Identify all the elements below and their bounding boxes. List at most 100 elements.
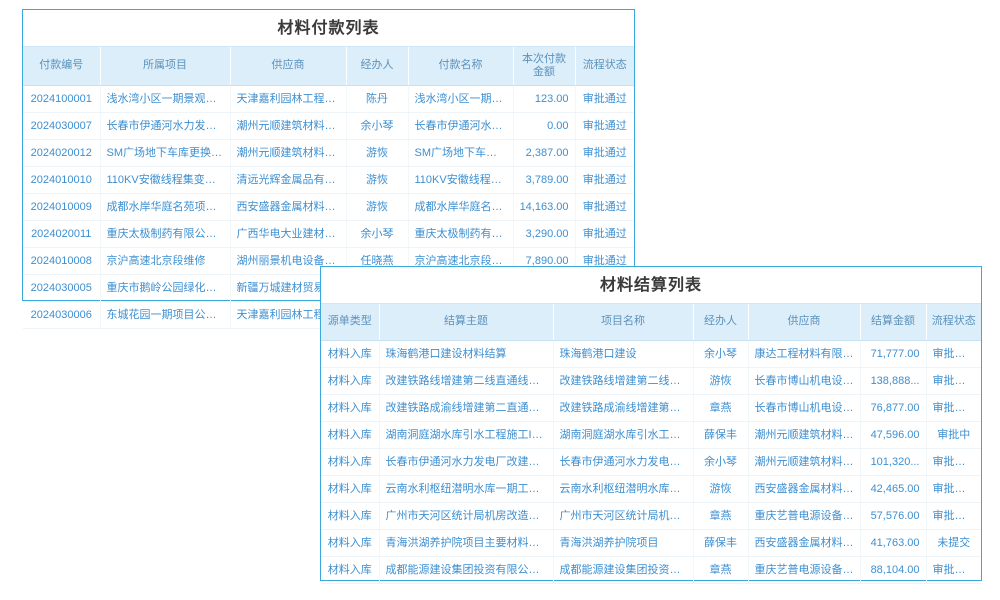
settlement-cell-subject[interactable]: 云南水利枢纽潜明水库一期工程施...: [379, 475, 554, 503]
payment-col-status[interactable]: 流程状态: [575, 47, 634, 86]
table-row[interactable]: 材料入库 广州市天河区统计局机房改造项目... 广州市天河区统计局机房... 章燕 重庆…: [321, 502, 981, 530]
payment-cell-agent: 余小琴: [346, 220, 409, 248]
settlement-cell-subject[interactable]: 成都能源建设集团投资有限公司临...: [379, 556, 554, 584]
settlement-table: 源单类型 结算主题 项目名称 经办人 供应商 结算金额 流程状态 材料入库 珠海鹤…: [321, 304, 981, 584]
settlement-col-source[interactable]: 源单类型: [321, 304, 380, 341]
payment-cell-project[interactable]: 重庆市鹅岭公园绿化景...: [100, 274, 231, 302]
payment-cell-code[interactable]: 2024100001: [23, 85, 101, 113]
settlement-table-header: 源单类型 结算主题 项目名称 经办人 供应商 结算金额 流程状态: [321, 304, 981, 341]
payment-cell-project[interactable]: 成都水岸华庭名苑项目...: [100, 193, 231, 221]
payment-col-amount[interactable]: 本次付款 金额: [513, 47, 576, 86]
settlement-table-body: 材料入库 珠海鹤港口建设材料结算 珠海鹤港口建设 余小琴 康达工程材料有限公司 71,77…: [321, 340, 981, 584]
settlement-cell-subject[interactable]: 改建铁路线增建第二线直通线（成...: [379, 367, 554, 395]
status-badge: 审批通过: [926, 448, 981, 476]
settlement-col-agent[interactable]: 经办人: [693, 304, 749, 341]
table-row[interactable]: 材料入库 改建铁路成渝线增建第二直通线（... 改建铁路成渝线增建第二... 章燕 长春…: [321, 394, 981, 422]
table-row[interactable]: 2024020011 重庆太极制药有限公司... 广西华电大业建材有限... 余小琴重…: [23, 220, 634, 248]
settlement-cell-supplier[interactable]: 长春市博山机电设备...: [748, 367, 861, 395]
settlement-col-status[interactable]: 流程状态: [926, 304, 981, 341]
table-row[interactable]: 材料入库 改建铁路线增建第二线直通线（成... 改建铁路线增建第二线直... 游恢 长春…: [321, 367, 981, 395]
settlement-cell-project[interactable]: 湖南洞庭湖水库引水工程...: [553, 421, 694, 449]
payment-col-code[interactable]: 付款编号: [23, 47, 101, 86]
payment-cell-supplier[interactable]: 潮州元顺建筑材料有限...: [230, 139, 347, 167]
settlement-cell-project[interactable]: 珠海鹤港口建设: [553, 340, 694, 368]
payment-cell-name[interactable]: 长春市伊通河水力...: [408, 112, 514, 140]
settlement-cell-subject[interactable]: 湖南洞庭湖水库引水工程施工I标材...: [379, 421, 554, 449]
payment-cell-supplier[interactable]: 清远光辉金属品有限公司: [230, 166, 347, 194]
payment-cell-code[interactable]: 2024030005: [23, 274, 101, 302]
table-row[interactable]: 材料入库 长春市伊通河水力发电厂改建工程... 长春市伊通河水力发电厂... 余小琴潮…: [321, 448, 981, 476]
payment-col-agent[interactable]: 经办人: [346, 47, 409, 86]
payment-cell-code[interactable]: 2024010009: [23, 193, 101, 221]
settlement-col-supplier[interactable]: 供应商: [748, 304, 861, 341]
payment-cell-name[interactable]: 成都水岸华庭名苑...: [408, 193, 514, 221]
table-row[interactable]: 2024010009 成都水岸华庭名苑项目... 西安盛器金属材料有限... 游恢 成都…: [23, 193, 634, 221]
payment-cell-name[interactable]: 浅水湾小区一期景...: [408, 85, 514, 113]
payment-cell-code[interactable]: 2024010008: [23, 247, 101, 275]
settlement-cell-project[interactable]: 改建铁路成渝线增建第二...: [553, 394, 694, 422]
payment-cell-code[interactable]: 2024030007: [23, 112, 101, 140]
payment-cell-project[interactable]: 长春市伊通河水力发电...: [100, 112, 231, 140]
status-badge: 审批通过: [575, 193, 634, 221]
table-row[interactable]: 2024010010 110KV安徽线程集变开断... 清远光辉金属品有限公司 游恢 1…: [23, 166, 634, 194]
settlement-cell-supplier[interactable]: 西安盛器金属材料有...: [748, 475, 861, 503]
status-badge: 审批通过: [926, 394, 981, 422]
payment-cell-code[interactable]: 2024030006: [23, 301, 101, 329]
payment-cell-project[interactable]: 110KV安徽线程集变开断...: [100, 166, 231, 194]
payment-cell-supplier[interactable]: 天津嘉利园林工程有限...: [230, 85, 347, 113]
payment-cell-supplier[interactable]: 西安盛器金属材料有限...: [230, 193, 347, 221]
payment-cell-code[interactable]: 2024010010: [23, 166, 101, 194]
settlement-cell-amount: 71,777.00: [860, 340, 927, 368]
payment-cell-project[interactable]: 浅水湾小区一期景观提...: [100, 85, 231, 113]
settlement-cell-subject[interactable]: 长春市伊通河水力发电厂改建工程...: [379, 448, 554, 476]
settlement-cell-supplier[interactable]: 长春市博山机电设备...: [748, 394, 861, 422]
payment-cell-code[interactable]: 2024020012: [23, 139, 101, 167]
settlement-cell-supplier[interactable]: 潮州元顺建筑材料有...: [748, 421, 861, 449]
table-row[interactable]: 材料入库 青海洪湖养护院项目主要材料结算 青海洪湖养护院项目 薛保丰 西安盛器金属材料有…: [321, 529, 981, 557]
settlement-cell-subject[interactable]: 改建铁路成渝线增建第二直通线（...: [379, 394, 554, 422]
payment-cell-code[interactable]: 2024020011: [23, 220, 101, 248]
settlement-cell-agent: 章燕: [693, 556, 749, 584]
payment-cell-project[interactable]: 京沪高速北京段维修: [100, 247, 231, 275]
settlement-cell-supplier[interactable]: 西安盛器金属材料有...: [748, 529, 861, 557]
settlement-col-amount[interactable]: 结算金额: [860, 304, 927, 341]
payment-col-project[interactable]: 所属项目: [100, 47, 231, 86]
settlement-cell-supplier[interactable]: 重庆艺普电源设备有...: [748, 502, 861, 530]
payment-cell-agent: 游恢: [346, 166, 409, 194]
table-row[interactable]: 材料入库 云南水利枢纽潜明水库一期工程施... 云南水利枢纽潜明水库一... 游恢 西安…: [321, 475, 981, 503]
payment-cell-supplier[interactable]: 潮州元顺建筑材料有限...: [230, 112, 347, 140]
settlement-cell-supplier[interactable]: 潮州元顺建筑材料有...: [748, 448, 861, 476]
payment-cell-amount: 3,290.00: [513, 220, 576, 248]
payment-cell-project[interactable]: 东城花园一期项目公寓...: [100, 301, 231, 329]
settlement-cell-supplier[interactable]: 康达工程材料有限公司: [748, 340, 861, 368]
payment-cell-name[interactable]: 110KV安徽线程集变...: [408, 166, 514, 194]
settlement-cell-project[interactable]: 云南水利枢纽潜明水库一...: [553, 475, 694, 503]
table-row[interactable]: 2024020012 SM广场地下车库更换摄... 潮州元顺建筑材料有限... 游恢 S…: [23, 139, 634, 167]
settlement-cell-supplier[interactable]: 重庆艺普电源设备有...: [748, 556, 861, 584]
payment-cell-name[interactable]: SM广场地下车库更...: [408, 139, 514, 167]
settlement-cell-project[interactable]: 长春市伊通河水力发电厂...: [553, 448, 694, 476]
table-row[interactable]: 2024100001 浅水湾小区一期景观提... 天津嘉利园林工程有限... 陈丹 浅水…: [23, 85, 634, 113]
payment-col-name[interactable]: 付款名称: [408, 47, 514, 86]
payment-cell-name[interactable]: 重庆太极制药有限...: [408, 220, 514, 248]
table-row[interactable]: 2024030007 长春市伊通河水力发电... 潮州元顺建筑材料有限... 余小琴长…: [23, 112, 634, 140]
payment-cell-project[interactable]: 重庆太极制药有限公司...: [100, 220, 231, 248]
settlement-cell-amount: 57,576.00: [860, 502, 927, 530]
payment-cell-supplier[interactable]: 广西华电大业建材有限...: [230, 220, 347, 248]
settlement-cell-subject[interactable]: 广州市天河区统计局机房改造项目...: [379, 502, 554, 530]
settlement-cell-project[interactable]: 青海洪湖养护院项目: [553, 529, 694, 557]
settlement-cell-project[interactable]: 广州市天河区统计局机房...: [553, 502, 694, 530]
settlement-col-subject[interactable]: 结算主题: [379, 304, 554, 341]
settlement-cell-project[interactable]: 成都能源建设集团投资有...: [553, 556, 694, 584]
settlement-cell-subject[interactable]: 珠海鹤港口建设材料结算: [379, 340, 554, 368]
settlement-cell-project[interactable]: 改建铁路线增建第二线直...: [553, 367, 694, 395]
table-row[interactable]: 材料入库 湖南洞庭湖水库引水工程施工I标材... 湖南洞庭湖水库引水工程... 薛保丰…: [321, 421, 981, 449]
payment-cell-project[interactable]: SM广场地下车库更换摄...: [100, 139, 231, 167]
table-row[interactable]: 材料入库 珠海鹤港口建设材料结算 珠海鹤港口建设 余小琴 康达工程材料有限公司 71,77…: [321, 340, 981, 368]
settlement-cell-subject[interactable]: 青海洪湖养护院项目主要材料结算: [379, 529, 554, 557]
settlement-header-row: 源单类型 结算主题 项目名称 经办人 供应商 结算金额 流程状态: [321, 304, 981, 341]
settlement-cell-source: 材料入库: [321, 340, 380, 368]
table-row[interactable]: 材料入库 成都能源建设集团投资有限公司临... 成都能源建设集团投资有... 章燕 重庆…: [321, 556, 981, 584]
settlement-col-project[interactable]: 项目名称: [553, 304, 694, 341]
payment-col-supplier[interactable]: 供应商: [230, 47, 347, 86]
